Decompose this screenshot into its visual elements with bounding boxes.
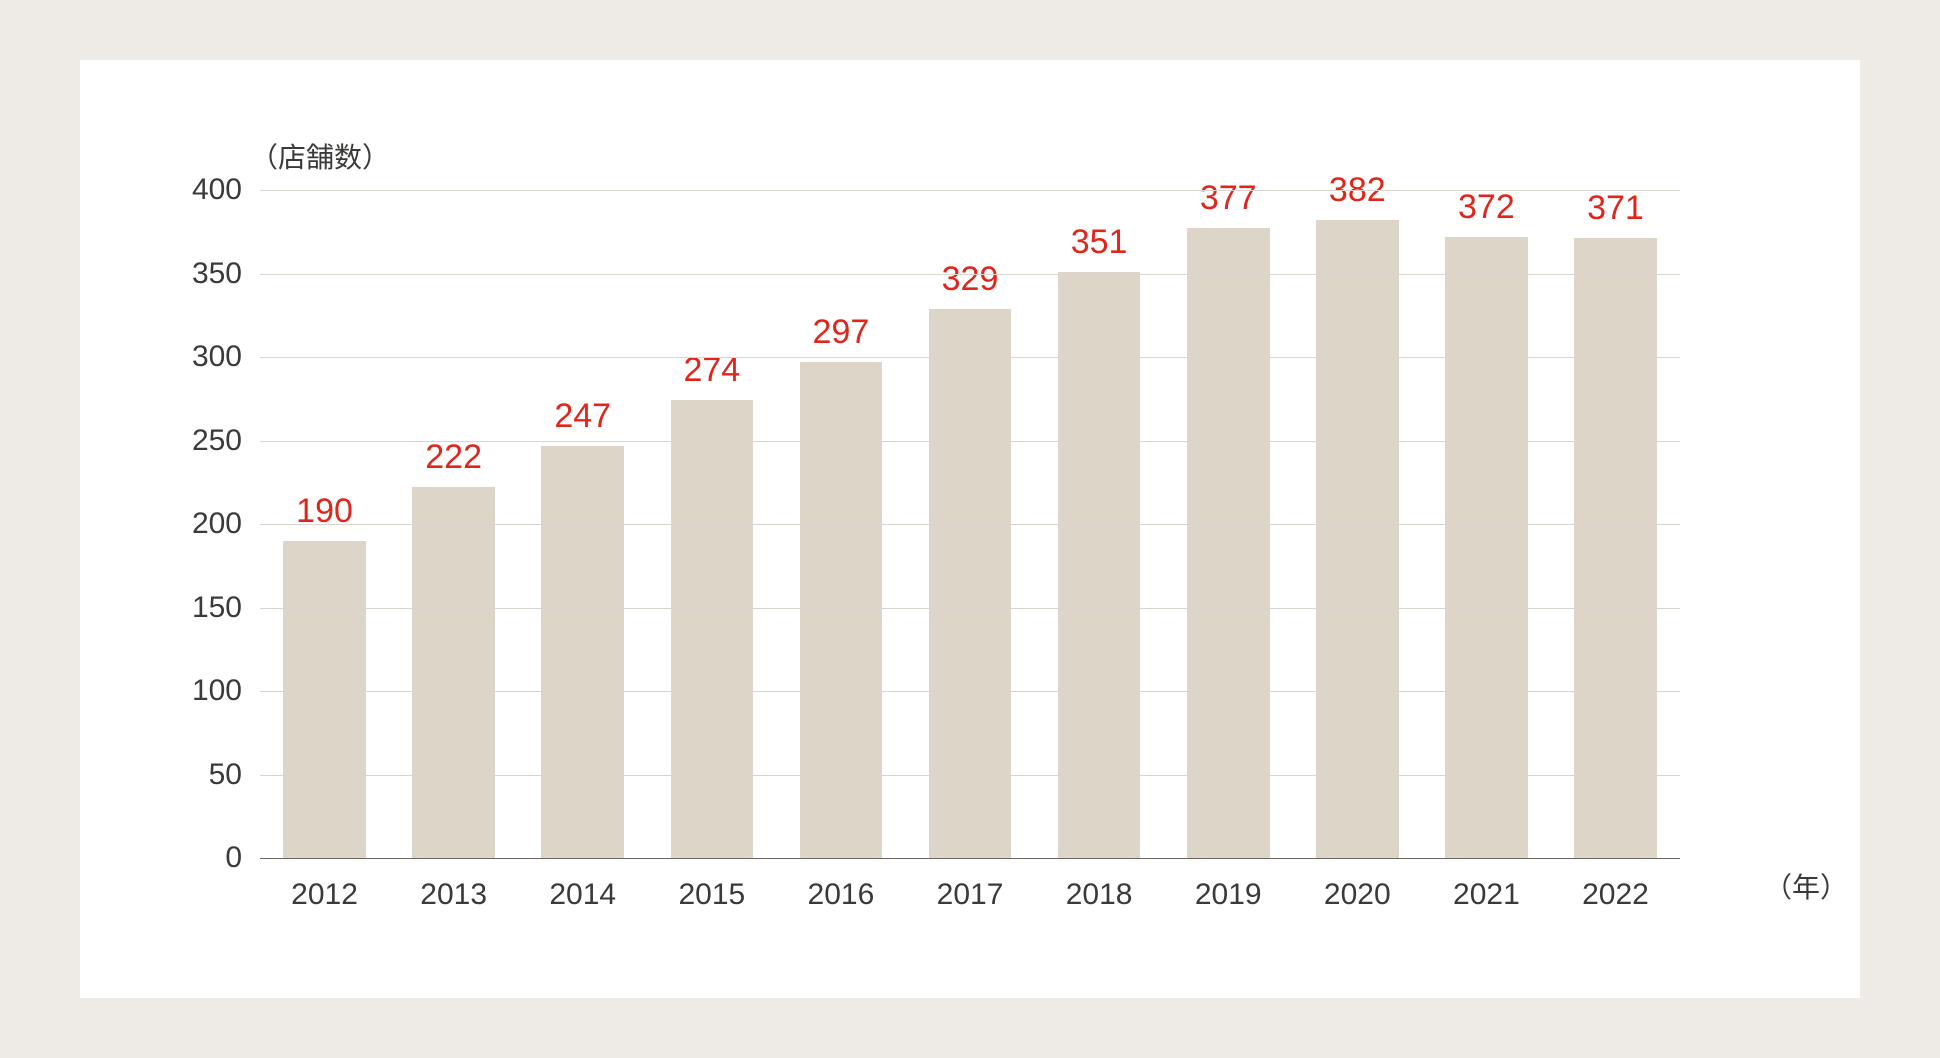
x-tick-label: 2015: [678, 858, 745, 912]
gridline: [260, 608, 1680, 609]
x-tick-label: 2020: [1324, 858, 1391, 912]
bar-value-label: 372: [1458, 188, 1515, 227]
y-tick-label: 350: [192, 257, 260, 291]
bar: [1316, 220, 1399, 858]
bar-value-label: 247: [554, 397, 611, 436]
y-axis-unit-label: （店舗数）: [250, 136, 390, 176]
y-tick-label: 100: [192, 674, 260, 708]
x-tick-label: 2012: [291, 858, 358, 912]
y-tick-label: 300: [192, 340, 260, 374]
gridline: [260, 858, 1680, 859]
y-tick-label: 150: [192, 591, 260, 625]
x-tick-label: 2014: [549, 858, 616, 912]
chart-card: （店舗数） 1902012222201324720142742015297201…: [80, 60, 1860, 998]
gridline: [260, 524, 1680, 525]
x-tick-label: 2013: [420, 858, 487, 912]
gridline: [260, 357, 1680, 358]
bar: [1445, 237, 1528, 858]
plot-area: 1902012222201324720142742015297201632920…: [260, 190, 1680, 858]
x-axis-unit-label: （年）: [1764, 866, 1848, 906]
page-background: （店舗数） 1902012222201324720142742015297201…: [0, 0, 1940, 1058]
x-tick-label: 2016: [808, 858, 875, 912]
gridline: [260, 691, 1680, 692]
y-tick-label: 50: [209, 758, 260, 792]
gridline: [260, 274, 1680, 275]
x-tick-label: 2018: [1066, 858, 1133, 912]
x-tick-label: 2019: [1195, 858, 1262, 912]
bar-value-label: 297: [813, 313, 870, 352]
x-tick-label: 2022: [1582, 858, 1649, 912]
gridline: [260, 441, 1680, 442]
bar: [1058, 272, 1141, 858]
y-tick-label: 250: [192, 424, 260, 458]
gridline: [260, 190, 1680, 191]
bar: [800, 362, 883, 858]
x-tick-label: 2017: [937, 858, 1004, 912]
bar: [283, 541, 366, 858]
bar-value-label: 377: [1200, 179, 1257, 218]
bar-value-label: 222: [425, 438, 482, 477]
chart-area: （店舗数） 1902012222201324720142742015297201…: [140, 100, 1800, 958]
bar-value-label: 329: [942, 260, 999, 299]
y-tick-label: 0: [225, 841, 260, 875]
y-tick-label: 400: [192, 173, 260, 207]
bar: [671, 400, 754, 858]
bar: [1187, 228, 1270, 858]
bar: [929, 309, 1012, 858]
bar: [541, 446, 624, 858]
bar-value-label: 351: [1071, 223, 1128, 262]
bar: [1574, 238, 1657, 858]
x-tick-label: 2021: [1453, 858, 1520, 912]
bar-value-label: 371: [1587, 189, 1644, 228]
gridline: [260, 775, 1680, 776]
bar: [412, 487, 495, 858]
y-tick-label: 200: [192, 507, 260, 541]
